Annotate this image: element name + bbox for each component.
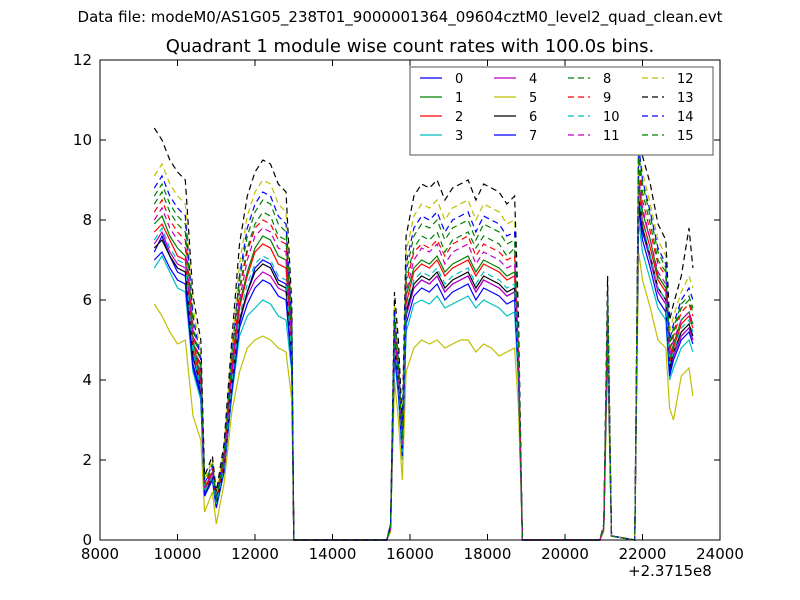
legend-label-11: 11 [603, 129, 620, 144]
y-tick-label: 4 [82, 371, 92, 389]
x-tick-label: 8000 [81, 545, 119, 563]
legend-label-7: 7 [529, 129, 537, 144]
legend-label-13: 13 [677, 91, 694, 106]
x-axis-offset-label: +2.3715e8 [628, 562, 712, 580]
y-tick-label: 12 [73, 51, 92, 69]
legend-label-6: 6 [529, 110, 537, 125]
legend-label-12: 12 [677, 72, 694, 87]
x-tick-label: 20000 [541, 545, 589, 563]
series-line-15 [153, 151, 694, 541]
y-tick-label: 6 [82, 291, 92, 309]
data-file-title: Data file: modeM0/AS1G05_238T01_90000013… [77, 8, 723, 26]
legend-label-10: 10 [603, 110, 620, 125]
legend-label-2: 2 [455, 110, 463, 125]
x-tick-label: 24000 [696, 545, 744, 563]
x-tick-label: 16000 [386, 545, 434, 563]
y-tick-label: 8 [82, 211, 92, 229]
x-tick-label: 14000 [309, 545, 357, 563]
legend-label-1: 1 [455, 91, 463, 106]
x-tick-label: 10000 [154, 545, 202, 563]
legend-box [409, 66, 714, 156]
series-line-12 [153, 151, 694, 541]
x-tick-label: 12000 [231, 545, 279, 563]
legend-label-9: 9 [603, 91, 611, 106]
ticks-layer: 8000 10000 12000 14000 16000 18000 20000 22000 2… [73, 51, 744, 563]
series-line-3 [153, 219, 694, 541]
y-tick-label: 0 [82, 531, 92, 549]
y-tick-label: 10 [73, 131, 92, 149]
legend-label-4: 4 [529, 72, 537, 87]
x-tick-label: 18000 [464, 545, 512, 563]
legend-label-0: 0 [455, 72, 463, 87]
legend-label-15: 15 [677, 129, 694, 144]
legend-label-5: 5 [529, 91, 537, 106]
series-layer [153, 127, 694, 541]
y-tick-label: 2 [82, 451, 92, 469]
chart-title: Quadrant 1 module wise count rates with … [165, 36, 655, 57]
legend-label-14: 14 [677, 110, 694, 125]
series-line-8 [153, 159, 694, 541]
legend-label-3: 3 [455, 129, 463, 144]
legend-label-8: 8 [603, 72, 611, 87]
x-tick-label: 22000 [619, 545, 667, 563]
